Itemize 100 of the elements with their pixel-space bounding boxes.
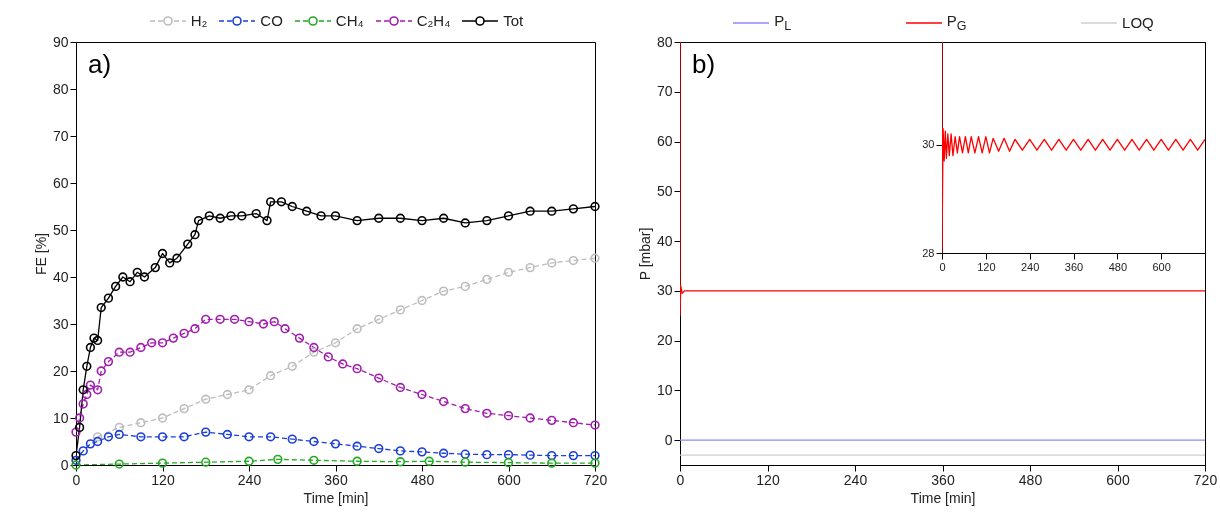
x-tick-label: 720 — [1193, 471, 1218, 488]
point — [309, 436, 319, 447]
point — [222, 389, 233, 400]
point — [395, 446, 406, 456]
point — [78, 446, 88, 456]
point — [330, 439, 341, 449]
point — [309, 455, 319, 465]
point — [417, 389, 427, 400]
point — [226, 211, 236, 221]
point — [301, 206, 312, 216]
point — [147, 338, 157, 348]
point — [568, 418, 579, 428]
point — [503, 211, 514, 221]
point — [265, 371, 276, 381]
point — [352, 441, 362, 451]
legend-label: Tot — [503, 12, 524, 29]
point — [568, 204, 579, 214]
point — [352, 215, 362, 226]
point — [96, 302, 106, 313]
point — [190, 324, 200, 334]
point — [74, 422, 85, 433]
y-tick-label: 70 — [52, 127, 69, 144]
point — [568, 255, 579, 266]
point — [503, 410, 514, 421]
point — [525, 450, 535, 460]
y-axis-title: P [mbar] — [636, 227, 653, 281]
y-tick-label: 90 — [52, 33, 69, 50]
legend-label: CO — [260, 12, 283, 29]
point — [78, 399, 88, 409]
point — [103, 293, 114, 303]
x-tick-label: 360 — [1064, 260, 1084, 273]
point — [190, 230, 200, 240]
point — [276, 197, 287, 207]
point — [82, 361, 92, 371]
point — [183, 239, 193, 249]
y-tick-label: 0 — [60, 456, 69, 473]
point — [165, 258, 175, 268]
y-tick-label: 40 — [52, 268, 69, 285]
point — [132, 267, 142, 277]
point — [71, 460, 81, 470]
point — [395, 457, 406, 467]
x-axis-title: Time [min] — [303, 489, 369, 506]
point — [114, 422, 124, 433]
point — [568, 450, 579, 461]
point — [330, 211, 341, 221]
point — [374, 213, 384, 223]
point — [547, 450, 557, 461]
point — [114, 347, 124, 357]
x-tick-label: 120 — [151, 471, 175, 488]
point — [139, 272, 150, 282]
x-tick-label: 120 — [756, 471, 780, 488]
point — [590, 253, 600, 263]
point — [287, 361, 297, 371]
point — [201, 394, 211, 404]
point — [525, 262, 535, 273]
point — [244, 456, 254, 466]
point — [244, 385, 254, 395]
point — [157, 458, 168, 468]
point — [417, 295, 427, 306]
y-tick-label: 70 — [656, 83, 673, 100]
point — [460, 403, 470, 414]
point — [352, 324, 362, 334]
point — [125, 277, 135, 287]
point — [547, 415, 557, 426]
point — [201, 457, 211, 467]
point — [179, 403, 189, 414]
point — [287, 434, 297, 444]
point — [309, 342, 319, 353]
annotation: b) — [692, 49, 716, 79]
x-tick-label: 0 — [676, 471, 685, 488]
point — [330, 338, 341, 348]
point — [114, 459, 124, 469]
y-tick-label: 28 — [922, 246, 935, 259]
x-tick-label: 360 — [324, 471, 348, 488]
point — [482, 449, 492, 460]
point — [287, 201, 297, 212]
x-tick-label: 600 — [1152, 260, 1171, 273]
point — [525, 413, 535, 423]
point — [244, 316, 254, 327]
y-tick-label: 50 — [656, 182, 673, 199]
point — [482, 274, 492, 285]
point — [417, 215, 427, 226]
point — [503, 267, 514, 277]
x-tick-label: 120 — [977, 260, 996, 273]
point — [395, 305, 406, 315]
point — [280, 324, 290, 334]
point — [590, 458, 600, 468]
point — [547, 258, 557, 268]
point — [92, 432, 103, 442]
y-tick-label: 0 — [664, 431, 673, 448]
point — [395, 382, 406, 393]
point — [251, 208, 261, 219]
point — [547, 458, 557, 468]
point — [482, 408, 492, 418]
point — [229, 314, 240, 324]
y-tick-label: 40 — [656, 232, 673, 249]
point — [438, 396, 449, 407]
point — [460, 449, 470, 459]
x-tick-label: 480 — [410, 471, 435, 488]
y-tick-label: 30 — [52, 315, 69, 332]
